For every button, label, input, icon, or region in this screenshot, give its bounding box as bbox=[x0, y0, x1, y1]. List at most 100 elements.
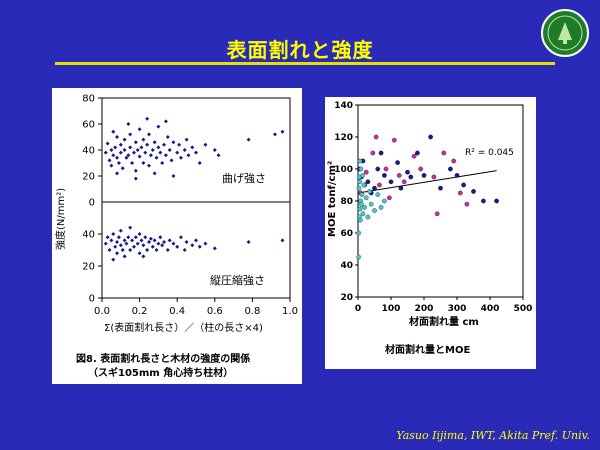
moe-data-point-series-2 bbox=[356, 185, 362, 191]
moe-data-point-series-2 bbox=[367, 189, 372, 194]
bending-data-point bbox=[124, 155, 129, 160]
moe-data-point-series-0 bbox=[454, 173, 460, 178]
bending-data-point bbox=[139, 145, 144, 150]
left-x-tick-label: 0.4 bbox=[169, 306, 185, 317]
bending-data-point bbox=[128, 145, 133, 150]
moe-data-point-series-1 bbox=[383, 166, 389, 172]
right-caption: 材面割れ量とMOE bbox=[385, 345, 471, 356]
bending-panel-label: 曲げ強さ bbox=[222, 172, 266, 185]
right-y-tick-label: 80 bbox=[340, 197, 353, 207]
bending-data-point bbox=[131, 150, 136, 155]
bending-data-point bbox=[118, 150, 123, 155]
compression-data-point bbox=[105, 235, 110, 240]
compression-data-point bbox=[171, 241, 176, 246]
left-y-tick-label: 0 bbox=[89, 198, 95, 209]
moe-data-point-series-2 bbox=[372, 208, 377, 213]
compression-data-point bbox=[158, 235, 163, 240]
bending-data-point bbox=[212, 148, 217, 152]
compression-data-point bbox=[115, 240, 120, 244]
compression-data-point bbox=[122, 238, 127, 243]
moe-data-point-series-2 bbox=[358, 166, 364, 172]
bending-data-point bbox=[116, 161, 121, 165]
right-x-tick-label: 300 bbox=[448, 304, 467, 314]
r-squared-annotation: R² = 0.045 bbox=[465, 148, 514, 158]
bending-data-point bbox=[177, 142, 182, 147]
bending-data-point bbox=[107, 158, 112, 163]
bending-data-point bbox=[246, 137, 251, 142]
bending-data-point bbox=[272, 132, 277, 137]
moe-data-point-series-0 bbox=[461, 182, 466, 188]
moe-data-point-series-2 bbox=[358, 201, 364, 207]
moe-data-point-series-1 bbox=[363, 169, 369, 175]
left-ylabel: 強度(N/mm²) bbox=[54, 188, 67, 250]
moe-data-point-series-2 bbox=[356, 254, 362, 260]
bending-data-point bbox=[115, 171, 120, 176]
left-caption-line1: 図8. 表面割れ長さと木材の強度の関係 bbox=[76, 354, 251, 365]
moe-data-point-series-1 bbox=[457, 190, 463, 196]
bending-data-point bbox=[147, 132, 151, 137]
moe-data-point-series-1 bbox=[386, 195, 392, 201]
strength-scatter-chart: 0.0 0.2 0.4 0.6 0.8 1.0 20 40 60 80 0 20 40 0 曲げ強さ 縦圧… bbox=[54, 94, 298, 335]
moe-data-point-series-2 bbox=[363, 195, 369, 201]
moe-data-point-series-0 bbox=[415, 150, 420, 156]
moe-data-point-series-1 bbox=[377, 182, 382, 188]
left-x-tick-label: 0.8 bbox=[244, 306, 260, 317]
bending-data-point bbox=[175, 150, 180, 155]
right-xlabel: 材面割れ量 cm bbox=[409, 315, 479, 328]
strength-figure-panel: 0.0 0.2 0.4 0.6 0.8 1.0 20 40 60 80 0 20 40 0 曲げ強さ 縦圧… bbox=[52, 88, 302, 384]
bending-data-point bbox=[141, 137, 146, 142]
bending-data-point bbox=[152, 171, 157, 176]
compression-data-point bbox=[128, 225, 133, 230]
left-y-tick-label: 0 bbox=[89, 294, 95, 305]
bending-data-point bbox=[150, 148, 155, 152]
right-x-tick-label: 200 bbox=[415, 304, 434, 314]
compression-panel-label: 縦圧縮強さ bbox=[210, 273, 265, 287]
right-y-tick-label: 120 bbox=[334, 133, 353, 143]
bending-data-point bbox=[178, 155, 183, 160]
moe-data-point-series-2 bbox=[362, 205, 367, 210]
left-y-tick-label: 20 bbox=[82, 172, 95, 183]
bending-data-point bbox=[145, 116, 150, 121]
compression-data-point bbox=[124, 241, 129, 246]
bending-data-point bbox=[141, 161, 146, 165]
bending-data-point bbox=[120, 166, 125, 171]
moe-data-point-series-1 bbox=[396, 173, 402, 178]
moe-data-point-series-2 bbox=[382, 198, 387, 204]
bending-data-point bbox=[133, 168, 138, 173]
bending-data-point bbox=[167, 148, 172, 152]
bending-data-point bbox=[133, 140, 138, 145]
slide-title: 表面割れと強度 bbox=[226, 38, 374, 62]
bending-data-point bbox=[197, 161, 202, 165]
left-y-tick-label: 20 bbox=[82, 262, 95, 273]
compression-data-point bbox=[120, 248, 125, 252]
compression-data-point bbox=[160, 243, 165, 248]
left-y-tick-label: 40 bbox=[82, 146, 95, 157]
bending-data-point bbox=[216, 153, 221, 158]
compression-data-point bbox=[197, 244, 202, 249]
bending-data-point bbox=[115, 135, 120, 139]
moe-data-point-series-2 bbox=[357, 158, 363, 164]
moe-data-point-series-1 bbox=[434, 211, 440, 217]
moe-data-point-series-0 bbox=[398, 185, 404, 191]
moe-data-point-series-2 bbox=[360, 173, 365, 178]
right-y-tick-label: 140 bbox=[334, 101, 353, 111]
compression-data-point bbox=[246, 240, 251, 244]
moe-data-point-series-0 bbox=[378, 150, 384, 156]
compression-data-point bbox=[107, 248, 112, 252]
left-y-tick-label: 80 bbox=[82, 94, 95, 105]
bending-plot-frame bbox=[101, 97, 291, 203]
right-y-tick-label: 40 bbox=[340, 261, 353, 271]
left-x-tick-label: 0.0 bbox=[94, 306, 110, 317]
moe-data-point-series-2 bbox=[360, 211, 366, 217]
moe-data-point-series-0 bbox=[408, 174, 414, 180]
compression-data-point bbox=[143, 235, 148, 240]
title-underline bbox=[55, 62, 555, 65]
compression-data-point bbox=[111, 232, 116, 236]
moe-data-point-series-1 bbox=[373, 134, 379, 140]
bending-data-point bbox=[113, 145, 118, 150]
bending-data-point bbox=[152, 140, 157, 145]
right-ylabel: MOE tonf/cm² bbox=[327, 161, 338, 237]
bending-data-point bbox=[145, 142, 150, 147]
bending-data-point bbox=[135, 148, 140, 152]
left-x-tick-label: 0.2 bbox=[132, 306, 148, 317]
